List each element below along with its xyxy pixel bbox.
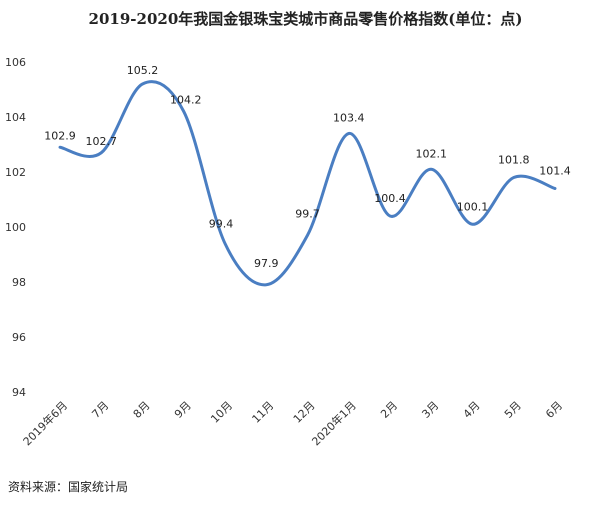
- x-tick-label: 7月: [89, 399, 111, 421]
- x-tick-label: 6月: [543, 399, 565, 421]
- series-line: [58, 80, 557, 287]
- source-note: 资料来源：国家统计局: [8, 480, 129, 494]
- x-tick-label: 2020年1月: [309, 398, 359, 448]
- data-point: [223, 242, 227, 246]
- y-tick-label: 98: [12, 276, 26, 289]
- data-label: 101.4: [539, 165, 571, 178]
- data-label: 102.9: [44, 129, 76, 142]
- data-label: 104.2: [170, 94, 202, 107]
- x-tick-label: 5月: [502, 399, 524, 421]
- x-tick-label: 4月: [461, 399, 483, 421]
- data-point: [264, 283, 268, 287]
- data-point: [553, 187, 557, 191]
- y-axis: 94 96 98 100 102 104 106: [5, 56, 26, 399]
- series-layer: [58, 80, 557, 287]
- data-point: [306, 233, 310, 237]
- data-label: 102.7: [86, 135, 118, 148]
- data-label: 105.2: [127, 64, 159, 77]
- x-tick-label: 10月: [208, 399, 235, 426]
- data-label: 103.4: [333, 112, 365, 125]
- y-tick-label: 100: [5, 221, 26, 234]
- x-tick-label: 8月: [131, 399, 153, 421]
- data-label: 97.9: [254, 257, 279, 270]
- data-point: [58, 145, 62, 149]
- data-point: [471, 222, 475, 226]
- y-tick-label: 94: [12, 386, 26, 399]
- y-tick-label: 106: [5, 56, 26, 69]
- chart-title: 2019-2020年我国金银珠宝类城市商品零售价格指数(单位：点): [88, 10, 523, 28]
- data-point: [182, 110, 186, 114]
- data-point: [99, 151, 103, 155]
- x-tick-label: 2019年6月: [20, 398, 70, 448]
- y-tick-label: 102: [5, 166, 26, 179]
- x-tick-label: 2月: [378, 399, 400, 421]
- data-point: [429, 167, 433, 171]
- data-label: 99.7: [295, 207, 320, 220]
- data-point: [347, 132, 351, 136]
- y-tick-label: 104: [5, 111, 26, 124]
- x-tick-label: 12月: [291, 399, 318, 426]
- y-tick-label: 96: [12, 331, 26, 344]
- data-point: [512, 176, 516, 180]
- data-label: 100.4: [374, 192, 406, 205]
- data-label: 100.1: [457, 200, 489, 213]
- x-tick-label: 9月: [172, 399, 194, 421]
- x-tick-label: 11月: [250, 399, 277, 426]
- data-point: [141, 82, 145, 86]
- data-labels: 102.9 102.7 105.2 104.2 99.4 97.9 99.7 103.4 100…: [44, 64, 571, 270]
- data-label: 101.8: [498, 154, 530, 167]
- data-label: 99.4: [209, 218, 234, 231]
- x-tick-label: 3月: [419, 399, 441, 421]
- data-point: [388, 214, 392, 218]
- data-label: 102.1: [416, 147, 448, 160]
